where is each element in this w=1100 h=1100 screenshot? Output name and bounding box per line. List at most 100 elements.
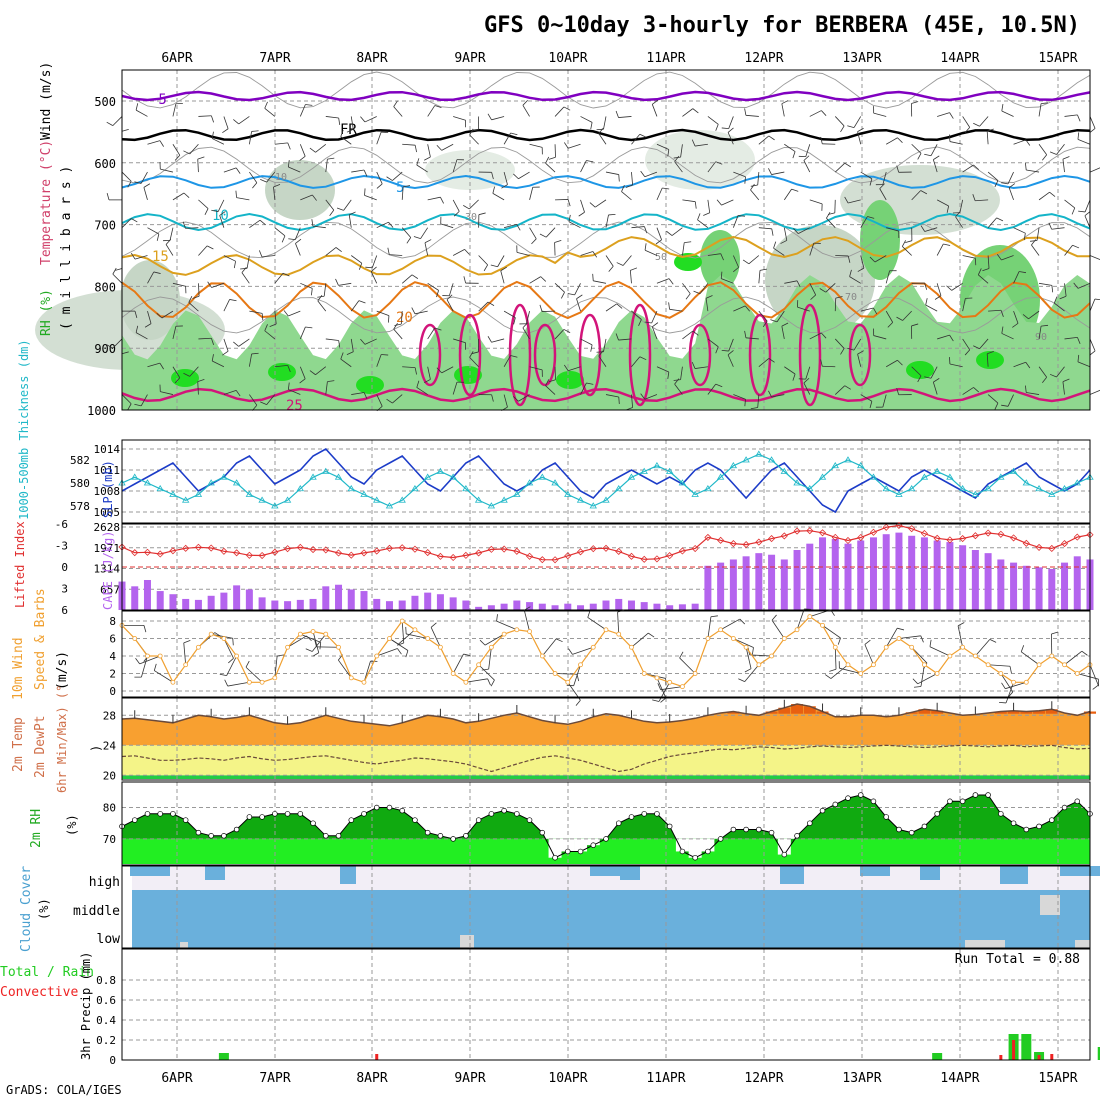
rh-contour-label-50: 50 bbox=[655, 252, 667, 263]
wind-barb-flag bbox=[568, 214, 571, 222]
lifted-index-point bbox=[908, 525, 916, 533]
lifted-index-point bbox=[818, 529, 827, 537]
wind-barb bbox=[266, 171, 276, 183]
wind-barb-flag bbox=[733, 267, 739, 273]
wind10m-speed-point bbox=[883, 644, 889, 650]
wind-barb bbox=[503, 355, 511, 367]
precip-tick-0.8: 0.8 bbox=[96, 974, 116, 987]
thickness-point bbox=[220, 473, 228, 480]
rh2m-point bbox=[883, 814, 889, 820]
rh2m-point bbox=[157, 811, 163, 817]
wind-barb-flag bbox=[857, 267, 865, 272]
wind-barb-flag bbox=[744, 176, 746, 184]
wind-barb-flag bbox=[744, 330, 747, 338]
wind-barb bbox=[733, 305, 746, 312]
wind10m-barb bbox=[1064, 650, 1083, 666]
wind10m-barb-flag bbox=[660, 697, 667, 703]
wind-barb bbox=[962, 387, 974, 395]
lifted-index-point bbox=[806, 527, 814, 535]
wind-barb bbox=[955, 216, 963, 228]
wind-barb bbox=[826, 217, 836, 228]
wind-barb bbox=[160, 168, 174, 173]
date-label-top-10APR: 10APR bbox=[548, 51, 587, 66]
wind-barb bbox=[605, 214, 609, 228]
wind-barb-flag bbox=[394, 323, 402, 326]
lifted-index-point bbox=[475, 549, 483, 557]
rh2m-point bbox=[272, 811, 278, 817]
rh2m-point bbox=[208, 833, 214, 839]
lifted-index-point bbox=[207, 544, 215, 552]
wind-barb bbox=[315, 366, 327, 376]
rh-shading-7 bbox=[700, 230, 740, 290]
wind-barb-flag bbox=[742, 259, 750, 265]
wind-barb-flag bbox=[901, 240, 907, 247]
wind10m-speed-point bbox=[654, 675, 660, 681]
wind10m-speed-point bbox=[285, 644, 290, 650]
rh2m-tick-70: 70 bbox=[103, 833, 116, 846]
wind10m-speed-point bbox=[234, 653, 240, 659]
cape-bar bbox=[819, 537, 827, 610]
wind-barb bbox=[874, 255, 887, 263]
wind10m-speed-point bbox=[425, 636, 431, 641]
lifted-index-point bbox=[322, 546, 330, 554]
cape-bar bbox=[869, 537, 877, 610]
wind10m-barb bbox=[822, 625, 841, 639]
wind10m-barb-flag bbox=[397, 648, 402, 655]
wind10m-barb bbox=[376, 648, 398, 657]
wind-barb-flag bbox=[625, 184, 633, 188]
wind-barb bbox=[402, 366, 416, 369]
wind10m-barb bbox=[245, 666, 263, 683]
lifted-index-point bbox=[309, 546, 317, 554]
wind-barb-flag bbox=[258, 250, 263, 258]
thickness-point bbox=[538, 473, 547, 480]
rh2m-point bbox=[348, 817, 355, 823]
wind-barb-flag bbox=[522, 322, 528, 329]
temp2m-label-2: 2m DewPt bbox=[33, 715, 48, 778]
wind-barb bbox=[288, 310, 301, 317]
wind-barb bbox=[161, 310, 174, 319]
wind-barb bbox=[1001, 333, 1014, 340]
wind-barb-flag bbox=[1042, 377, 1048, 383]
cloud-low-patch-0 bbox=[180, 942, 188, 948]
rh2m-point bbox=[501, 807, 507, 814]
wind-barb bbox=[603, 116, 607, 130]
wind10m-speed-point bbox=[310, 629, 316, 634]
wind10m-barb-flag bbox=[1009, 666, 1012, 674]
wind-barb-flag bbox=[563, 364, 569, 371]
wind-barb bbox=[478, 255, 488, 266]
wind-barb bbox=[771, 394, 785, 398]
rh2m-point bbox=[921, 823, 928, 830]
cape-bar bbox=[436, 594, 444, 610]
wind-barb bbox=[340, 136, 352, 145]
isotherm-25-loop-9 bbox=[848, 323, 872, 387]
wind10m-barb bbox=[523, 610, 530, 632]
wind-barb-flag bbox=[1072, 244, 1080, 249]
wind-barb bbox=[834, 116, 845, 127]
wind-barb bbox=[656, 278, 670, 284]
wind10m-speed-point bbox=[871, 662, 876, 668]
wind-barb bbox=[143, 187, 148, 200]
cape-bar bbox=[1061, 562, 1069, 610]
wind10m-barb bbox=[749, 654, 772, 657]
thickness-point bbox=[525, 479, 534, 486]
rh2m-point bbox=[959, 798, 966, 805]
wind-barb-flag bbox=[796, 280, 801, 288]
isotherm-label-FR: FR bbox=[340, 122, 357, 138]
cape-bar bbox=[131, 586, 139, 610]
wind-barb-flag bbox=[336, 207, 344, 211]
wind-barb-flag bbox=[156, 312, 163, 319]
wind-barb bbox=[1077, 139, 1091, 145]
lifted-index-point bbox=[500, 545, 508, 553]
wind10m-barb-flag bbox=[1007, 691, 1014, 698]
wind-barb bbox=[656, 187, 663, 201]
wind-barb bbox=[618, 338, 632, 341]
wind10m-barb bbox=[300, 633, 321, 643]
wind-barb bbox=[274, 272, 284, 284]
wind-barb bbox=[776, 310, 785, 323]
wind-barb bbox=[594, 199, 607, 208]
wind-barb-flag bbox=[340, 129, 344, 137]
wind-barb bbox=[680, 366, 683, 380]
wind-barb-flag bbox=[737, 215, 746, 217]
cape-bar bbox=[895, 532, 903, 610]
